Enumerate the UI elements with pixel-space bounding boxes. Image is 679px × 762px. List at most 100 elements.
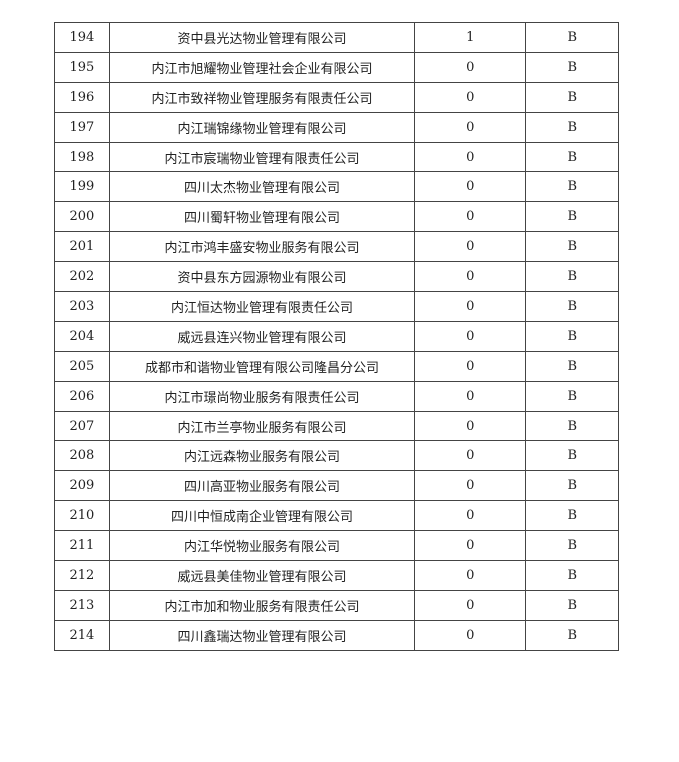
table-body: 194 资中县光达物业管理有限公司 1 B 195 内江市旭耀物业管理社会企业有限公司 0 B… <box>54 22 619 651</box>
company-name: 四川太杰物业管理有限公司 <box>108 171 416 203</box>
grade-cell: B <box>525 380 619 412</box>
table-row: 213 内江市加和物业服务有限责任公司 0 B <box>54 589 619 621</box>
grade-cell: B <box>525 171 619 203</box>
grade-cell: B <box>525 320 619 352</box>
grade-cell: B <box>525 201 619 233</box>
row-number: 211 <box>54 530 110 562</box>
table-row: 199 四川太杰物业管理有限公司 0 B <box>54 171 619 203</box>
score-cell: 0 <box>414 320 527 352</box>
grade-cell: B <box>525 530 619 562</box>
table-row: 196 内江市致祥物业管理服务有限责任公司 0 B <box>54 81 619 113</box>
score-cell: 0 <box>414 261 527 293</box>
company-name: 内江市兰亭物业服务有限公司 <box>108 410 416 442</box>
company-name: 威远县美佳物业管理有限公司 <box>108 560 416 591</box>
score-cell: 0 <box>414 410 527 442</box>
table-row: 212 威远县美佳物业管理有限公司 0 B <box>54 560 619 591</box>
company-name: 四川中恒成南企业管理有限公司 <box>108 500 416 532</box>
row-number: 213 <box>54 589 110 621</box>
score-cell: 0 <box>414 141 527 173</box>
company-name: 内江瑞锦缘物业管理有限公司 <box>108 111 416 143</box>
table-row: 195 内江市旭耀物业管理社会企业有限公司 0 B <box>54 51 619 83</box>
grade-cell: B <box>525 231 619 263</box>
company-name: 四川蜀轩物业管理有限公司 <box>108 201 416 233</box>
grade-cell: B <box>525 560 619 591</box>
table-row: 207 内江市兰亭物业服务有限公司 0 B <box>54 410 619 442</box>
table-row: 211 内江华悦物业服务有限公司 0 B <box>54 530 619 562</box>
score-cell: 0 <box>414 440 527 472</box>
company-name: 成都市和谐物业管理有限公司隆昌分公司 <box>108 350 416 382</box>
company-name: 资中县光达物业管理有限公司 <box>108 22 416 53</box>
score-cell: 0 <box>414 380 527 412</box>
table-row: 214 四川鑫瑞达物业管理有限公司 0 B <box>54 619 619 651</box>
score-cell: 0 <box>414 51 527 83</box>
table-row: 197 内江瑞锦缘物业管理有限公司 0 B <box>54 111 619 143</box>
table-row: 206 内江市璟尚物业服务有限责任公司 0 B <box>54 380 619 412</box>
grade-cell: B <box>525 589 619 621</box>
grade-cell: B <box>525 111 619 143</box>
grade-cell: B <box>525 261 619 293</box>
company-name: 内江市宸瑞物业管理有限责任公司 <box>108 141 416 173</box>
score-cell: 0 <box>414 350 527 382</box>
row-number: 194 <box>54 22 110 53</box>
grade-cell: B <box>525 619 619 651</box>
row-number: 203 <box>54 291 110 322</box>
table-row: 209 四川高亚物业服务有限公司 0 B <box>54 470 619 502</box>
grade-cell: B <box>525 22 619 53</box>
row-number: 205 <box>54 350 110 382</box>
table-row: 208 内江远森物业服务有限公司 0 B <box>54 440 619 472</box>
company-name: 四川鑫瑞达物业管理有限公司 <box>108 619 416 651</box>
score-cell: 0 <box>414 619 527 651</box>
table-row: 198 内江市宸瑞物业管理有限责任公司 0 B <box>54 141 619 173</box>
row-number: 209 <box>54 470 110 502</box>
table-row: 200 四川蜀轩物业管理有限公司 0 B <box>54 201 619 233</box>
score-cell: 0 <box>414 530 527 562</box>
score-cell: 0 <box>414 291 527 322</box>
row-number: 204 <box>54 320 110 352</box>
score-cell: 1 <box>414 22 527 53</box>
row-number: 202 <box>54 261 110 293</box>
company-name: 威远县连兴物业管理有限公司 <box>108 320 416 352</box>
score-cell: 0 <box>414 111 527 143</box>
score-cell: 0 <box>414 560 527 591</box>
row-number: 207 <box>54 410 110 442</box>
score-cell: 0 <box>414 500 527 532</box>
table-row: 204 威远县连兴物业管理有限公司 0 B <box>54 320 619 352</box>
table-row: 203 内江恒达物业管理有限责任公司 0 B <box>54 291 619 322</box>
grade-cell: B <box>525 141 619 173</box>
company-name: 内江华悦物业服务有限公司 <box>108 530 416 562</box>
row-number: 198 <box>54 141 110 173</box>
company-name: 四川高亚物业服务有限公司 <box>108 470 416 502</box>
grade-cell: B <box>525 51 619 83</box>
score-cell: 0 <box>414 81 527 113</box>
score-cell: 0 <box>414 201 527 233</box>
row-number: 201 <box>54 231 110 263</box>
score-cell: 0 <box>414 231 527 263</box>
company-name: 内江恒达物业管理有限责任公司 <box>108 291 416 322</box>
grade-cell: B <box>525 291 619 322</box>
company-name: 内江市璟尚物业服务有限责任公司 <box>108 380 416 412</box>
grade-cell: B <box>525 440 619 472</box>
company-name: 内江远森物业服务有限公司 <box>108 440 416 472</box>
table-row: 210 四川中恒成南企业管理有限公司 0 B <box>54 500 619 532</box>
table-row: 201 内江市鸿丰盛安物业服务有限公司 0 B <box>54 231 619 263</box>
row-number: 195 <box>54 51 110 83</box>
score-cell: 0 <box>414 171 527 203</box>
company-name: 内江市鸿丰盛安物业服务有限公司 <box>108 231 416 263</box>
table-row: 205 成都市和谐物业管理有限公司隆昌分公司 0 B <box>54 350 619 382</box>
table-row: 194 资中县光达物业管理有限公司 1 B <box>54 22 619 53</box>
score-cell: 0 <box>414 470 527 502</box>
row-number: 199 <box>54 171 110 203</box>
grade-cell: B <box>525 500 619 532</box>
row-number: 196 <box>54 81 110 113</box>
grade-cell: B <box>525 81 619 113</box>
row-number: 206 <box>54 380 110 412</box>
row-number: 208 <box>54 440 110 472</box>
grade-cell: B <box>525 470 619 502</box>
row-number: 197 <box>54 111 110 143</box>
row-number: 214 <box>54 619 110 651</box>
row-number: 200 <box>54 201 110 233</box>
company-name: 内江市旭耀物业管理社会企业有限公司 <box>108 51 416 83</box>
row-number: 210 <box>54 500 110 532</box>
table-row: 202 资中县东方园源物业有限公司 0 B <box>54 261 619 293</box>
grade-cell: B <box>525 410 619 442</box>
